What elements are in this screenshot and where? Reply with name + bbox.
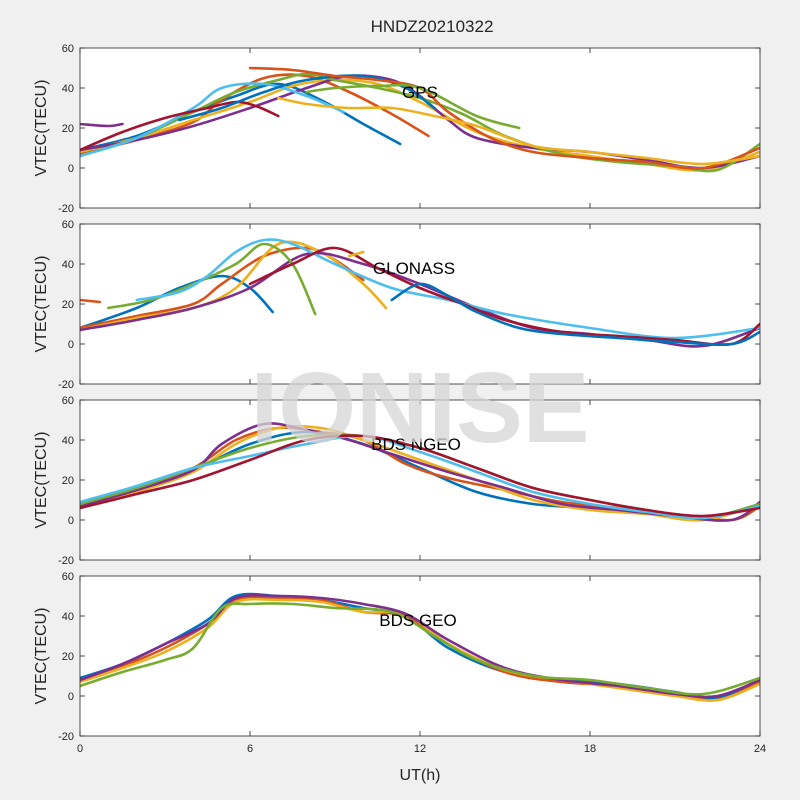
series-line-6 bbox=[80, 100, 280, 152]
y-tick-label: 20 bbox=[62, 651, 74, 663]
y-axis-label: VTEC(TECU) bbox=[33, 432, 50, 529]
series-line-4 bbox=[80, 602, 760, 696]
y-tick-label: 40 bbox=[62, 259, 74, 271]
y-axis-label: VTEC(TECU) bbox=[33, 256, 50, 353]
series-line-5 bbox=[135, 238, 760, 340]
y-tick-label: 0 bbox=[68, 515, 74, 527]
y-axis-label: VTEC(TECU) bbox=[33, 80, 50, 177]
figure-title: HNDZ20210322 bbox=[371, 17, 494, 36]
series-line-5 bbox=[80, 434, 760, 520]
y-tick-label: -20 bbox=[58, 379, 74, 391]
series-group bbox=[80, 592, 760, 702]
series-group bbox=[80, 66, 760, 173]
series-line-6 bbox=[80, 434, 760, 518]
plot-area bbox=[80, 576, 760, 736]
panel-2: 60 40 20 0 -20 VTEC(TECU) BDS NGEO bbox=[33, 395, 761, 567]
series-line-8 bbox=[248, 66, 760, 170]
series-line-0 bbox=[80, 82, 402, 152]
y-tick-label: -20 bbox=[58, 555, 74, 567]
y-tick-label: 40 bbox=[62, 83, 74, 95]
series-line-7 bbox=[390, 282, 760, 346]
series-line-5 bbox=[80, 82, 345, 158]
plot-area bbox=[80, 48, 760, 208]
y-tick-label: 0 bbox=[68, 339, 74, 351]
x-tick-label: 0 bbox=[77, 743, 83, 755]
y-tick-label: 0 bbox=[68, 163, 74, 175]
watermark: IONISE bbox=[251, 352, 590, 464]
x-tick-label: 12 bbox=[414, 743, 426, 755]
series-line-3 bbox=[80, 593, 760, 699]
y-tick-label: 40 bbox=[62, 611, 74, 623]
x-tick-label: 24 bbox=[754, 743, 766, 755]
y-tick-label: 40 bbox=[62, 435, 74, 447]
series-line-8 bbox=[80, 298, 102, 304]
y-tick-label: 60 bbox=[62, 571, 74, 583]
y-tick-label: 60 bbox=[62, 43, 74, 55]
panel-label: GLONASS bbox=[373, 259, 455, 278]
panel-label: BDS NGEO bbox=[371, 435, 461, 454]
series-group bbox=[80, 238, 760, 348]
series-line-6 bbox=[248, 246, 760, 346]
x-axis-label: UT(h) bbox=[400, 767, 441, 784]
x-tick-label: 18 bbox=[584, 743, 596, 755]
y-tick-label: 20 bbox=[62, 299, 74, 311]
series-group bbox=[80, 422, 760, 522]
panel-0: 60 40 20 0 -20 VTEC(TECU) GPS bbox=[33, 43, 761, 215]
series-line-4 bbox=[80, 72, 760, 173]
y-tick-label: 60 bbox=[62, 395, 74, 407]
panel-label: GPS bbox=[402, 83, 438, 102]
panel-1: 60 40 20 0 -20 VTEC(TECU) GLONASS bbox=[33, 219, 761, 391]
y-tick-label: 60 bbox=[62, 219, 74, 231]
y-tick-label: -20 bbox=[58, 203, 74, 215]
series-line-9 bbox=[347, 250, 365, 258]
y-axis-label: VTEC(TECU) bbox=[33, 608, 50, 705]
y-tick-label: -20 bbox=[58, 731, 74, 743]
y-tick-label: 0 bbox=[68, 691, 74, 703]
series-line-9 bbox=[277, 96, 760, 166]
panel-label: BDS GEO bbox=[379, 611, 456, 630]
x-tick-label: 6 bbox=[247, 743, 253, 755]
series-line-11 bbox=[305, 83, 521, 130]
series-line-7 bbox=[177, 74, 436, 122]
y-tick-label: 20 bbox=[62, 475, 74, 487]
series-line-2 bbox=[80, 240, 388, 332]
y-tick-label: 20 bbox=[62, 123, 74, 135]
series-line-10 bbox=[80, 122, 124, 128]
